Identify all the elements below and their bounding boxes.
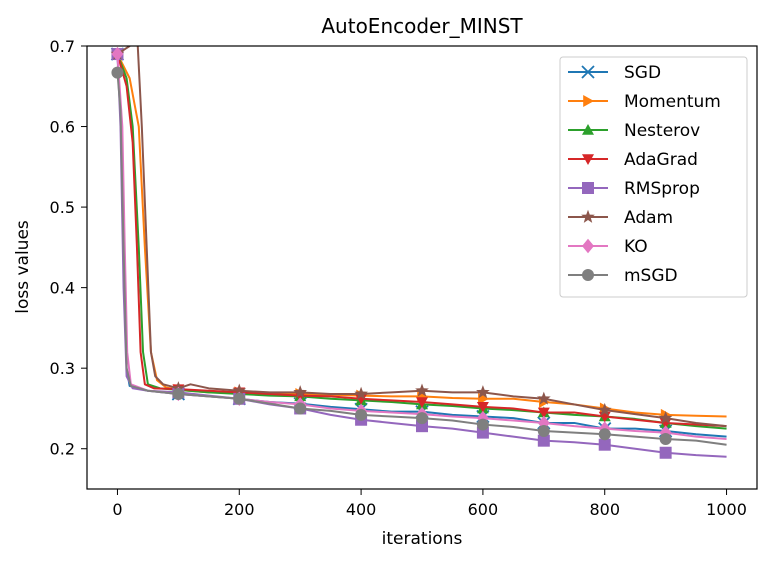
data-point-msgd xyxy=(659,433,672,446)
legend-box xyxy=(559,56,748,298)
data-point-adam xyxy=(536,391,551,405)
data-point-adam xyxy=(293,385,308,399)
x-tick-label: 0 xyxy=(112,500,122,519)
x-tick-label: 200 xyxy=(224,500,255,519)
data-point-msgd xyxy=(355,408,368,421)
data-point-msgd xyxy=(233,392,246,405)
legend-marker xyxy=(582,238,594,254)
legend-item-sgd: SGD xyxy=(568,63,661,83)
x-tick-label: 1000 xyxy=(706,500,747,519)
legend-item-momentum: Momentum xyxy=(568,92,721,112)
legend-label: mSGD xyxy=(624,266,678,286)
legend-marker xyxy=(582,154,594,165)
data-point-rmsprop xyxy=(598,438,611,451)
data-point-adam xyxy=(415,383,429,397)
legend-label: AdaGrad xyxy=(624,150,698,170)
legend-item-adagrad: AdaGrad xyxy=(568,150,698,170)
data-point-adam xyxy=(354,386,368,400)
y-tick-label: 0.2 xyxy=(50,440,75,459)
data-point-msgd xyxy=(537,425,550,438)
legend-marker xyxy=(583,95,594,107)
data-point-msgd xyxy=(598,428,611,441)
y-tick-label: 0.7 xyxy=(50,37,75,56)
y-tick-label: 0.3 xyxy=(50,359,75,378)
data-point-rmsprop xyxy=(537,434,550,447)
data-point-msgd xyxy=(294,402,307,415)
legend-marker xyxy=(581,209,595,223)
data-point-ko xyxy=(111,46,124,62)
series-line-adagrad xyxy=(116,53,727,428)
legend-item-msgd: mSGD xyxy=(568,266,678,286)
y-tick-label: 0.4 xyxy=(50,279,75,298)
x-tick-label: 800 xyxy=(589,500,620,519)
x-tick-label: 600 xyxy=(468,500,499,519)
legend-marker xyxy=(582,124,594,135)
data-point-msgd xyxy=(111,66,124,79)
data-point-adam xyxy=(658,410,673,424)
y-axis-title: loss values xyxy=(13,220,33,314)
chart-title: AutoEncoder_MINST xyxy=(321,14,523,38)
x-tick-label: 400 xyxy=(346,500,377,519)
y-tick-label: 0.6 xyxy=(50,118,75,137)
legend-label: SGD xyxy=(624,63,661,83)
data-point-adagrad xyxy=(537,407,550,419)
legend-marker xyxy=(581,65,595,79)
legend-label: Nesterov xyxy=(624,121,700,141)
data-point-adam xyxy=(476,385,490,399)
x-axis-title: iterations xyxy=(382,529,463,549)
data-point-adagrad xyxy=(476,402,489,413)
data-point-msgd xyxy=(416,412,428,425)
data-point-msgd xyxy=(172,387,185,400)
legend-item-rmsprop: RMSprop xyxy=(568,179,700,199)
legend-item-adam: Adam xyxy=(568,208,673,228)
data-point-adam xyxy=(597,402,612,416)
data-point-adam xyxy=(232,383,247,397)
data-point-rmsprop xyxy=(659,446,672,459)
data-point-adagrad xyxy=(416,397,428,409)
legend-marker xyxy=(582,182,594,194)
plot-frame xyxy=(86,45,758,490)
series-layer xyxy=(110,46,727,459)
legend-marker xyxy=(582,269,594,281)
y-tick-label: 0.5 xyxy=(50,198,75,217)
legend-label: Adam xyxy=(624,208,673,228)
data-point-msgd xyxy=(476,418,489,431)
legend-label: KO xyxy=(624,237,648,257)
x-axis: 0 200 400 600 800 1000 xyxy=(112,489,747,519)
legend-label: RMSprop xyxy=(624,179,700,199)
legend-item-ko: KO xyxy=(568,237,648,257)
legend: SGD Momentum Nesterov AdaGrad RMSprop Adam KO m… xyxy=(559,56,748,298)
legend-item-nesterov: Nesterov xyxy=(568,121,700,141)
legend-label: Momentum xyxy=(624,92,721,112)
y-axis: 0.2 0.3 0.4 0.5 0.6 0.7 xyxy=(50,37,87,459)
series-msgd xyxy=(111,66,727,446)
